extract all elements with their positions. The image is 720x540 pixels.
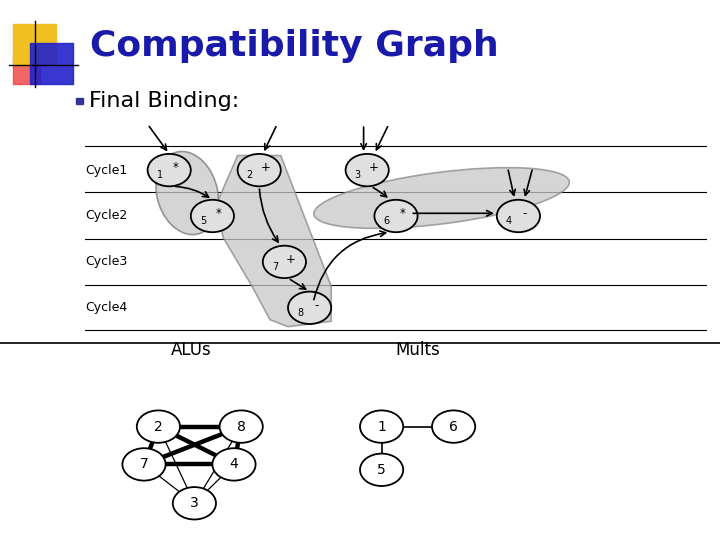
Text: 3: 3 xyxy=(190,496,199,510)
Polygon shape xyxy=(216,156,331,327)
Text: 7: 7 xyxy=(140,457,148,471)
Text: 1: 1 xyxy=(157,171,163,180)
Circle shape xyxy=(346,154,389,186)
Circle shape xyxy=(137,410,180,443)
Text: +: + xyxy=(286,253,296,266)
Text: 8: 8 xyxy=(297,308,303,318)
Text: 2: 2 xyxy=(154,420,163,434)
Circle shape xyxy=(238,154,281,186)
Circle shape xyxy=(360,454,403,486)
Ellipse shape xyxy=(156,152,218,234)
Text: 6: 6 xyxy=(449,420,458,434)
Text: 8: 8 xyxy=(237,420,246,434)
Circle shape xyxy=(360,410,403,443)
Text: Final Binding:: Final Binding: xyxy=(89,91,240,111)
Circle shape xyxy=(497,200,540,232)
Circle shape xyxy=(212,448,256,481)
Text: *: * xyxy=(173,161,179,174)
Text: Compatibility Graph: Compatibility Graph xyxy=(90,29,499,63)
Ellipse shape xyxy=(314,167,570,228)
Text: 5: 5 xyxy=(200,217,206,226)
Bar xyxy=(76,98,83,104)
Text: ALUs: ALUs xyxy=(171,341,211,359)
Text: Mults: Mults xyxy=(395,341,440,359)
Circle shape xyxy=(122,448,166,481)
Text: -: - xyxy=(523,207,527,220)
Circle shape xyxy=(148,154,191,186)
Text: +: + xyxy=(261,161,271,174)
Circle shape xyxy=(173,487,216,519)
Text: -: - xyxy=(314,299,318,312)
Text: 7: 7 xyxy=(272,262,278,272)
Text: 6: 6 xyxy=(384,217,390,226)
Bar xyxy=(13,56,40,84)
Circle shape xyxy=(220,410,263,443)
Text: Cycle4: Cycle4 xyxy=(85,301,127,314)
Text: 5: 5 xyxy=(377,463,386,477)
Text: Cycle1: Cycle1 xyxy=(85,164,127,177)
Circle shape xyxy=(263,246,306,278)
Text: Cycle3: Cycle3 xyxy=(85,255,127,268)
Text: 3: 3 xyxy=(355,171,361,180)
Text: *: * xyxy=(216,207,222,220)
Text: 1: 1 xyxy=(377,420,386,434)
Text: +: + xyxy=(369,161,379,174)
Text: Cycle2: Cycle2 xyxy=(85,210,127,222)
Circle shape xyxy=(288,292,331,324)
Circle shape xyxy=(374,200,418,232)
Circle shape xyxy=(191,200,234,232)
Text: 2: 2 xyxy=(247,171,253,180)
Circle shape xyxy=(432,410,475,443)
Text: *: * xyxy=(400,207,405,220)
Text: 4: 4 xyxy=(506,217,512,226)
Bar xyxy=(30,43,73,84)
Text: 4: 4 xyxy=(230,457,238,471)
Bar xyxy=(13,24,56,65)
